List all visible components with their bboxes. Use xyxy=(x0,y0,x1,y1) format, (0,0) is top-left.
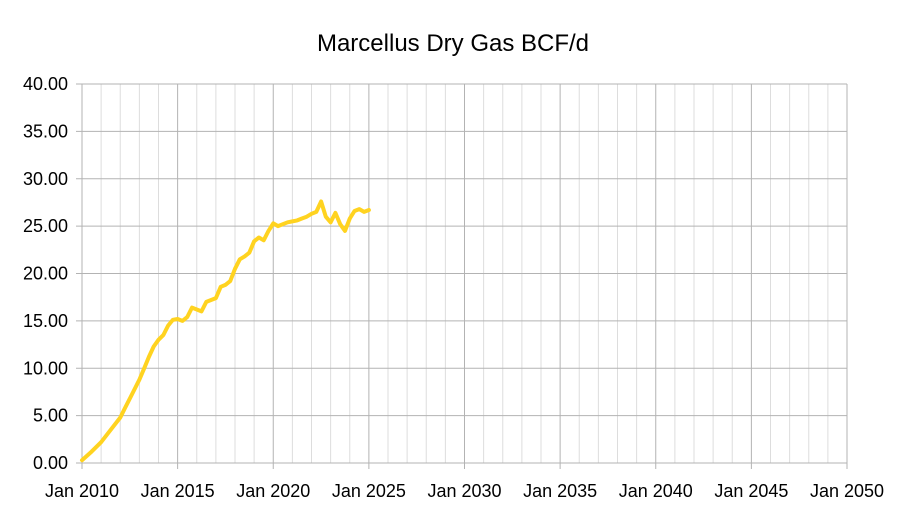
y-tick-label: 25.00 xyxy=(23,216,68,236)
y-tick-label: 0.00 xyxy=(33,453,68,473)
data-point xyxy=(262,238,266,242)
data-point xyxy=(343,229,347,233)
x-tick-label: Jan 2035 xyxy=(523,481,597,501)
data-point xyxy=(257,236,261,239)
data-point xyxy=(118,416,122,419)
data-point xyxy=(276,224,280,228)
x-tick-label: Jan 2015 xyxy=(141,481,215,501)
data-point xyxy=(333,211,337,215)
x-tick-label: Jan 2045 xyxy=(714,481,788,501)
data-point xyxy=(357,207,361,211)
y-tick-label: 35.00 xyxy=(23,121,68,141)
data-point xyxy=(314,210,318,214)
x-axis-ticks: Jan 2010 Jan 2015 Jan 2020 Jan 2025 Jan 2030… xyxy=(45,481,884,501)
data-point xyxy=(243,254,247,258)
data-point xyxy=(209,298,213,302)
data-point xyxy=(290,219,294,223)
data-point xyxy=(90,450,94,454)
data-point xyxy=(281,222,285,226)
data-point xyxy=(152,345,156,348)
data-point xyxy=(128,397,132,401)
data-point xyxy=(300,217,304,220)
data-point xyxy=(252,239,256,243)
data-point xyxy=(133,387,137,391)
data-point xyxy=(171,318,175,322)
data-point xyxy=(109,428,113,432)
data-point xyxy=(286,220,290,224)
y-axis-ticks: 0.00 5.00 10.00 15.00 20.00 25.00 30.00 35.00 40… xyxy=(23,74,68,473)
data-point xyxy=(176,317,180,321)
data-point xyxy=(271,221,275,225)
data-point xyxy=(190,306,194,310)
data-point xyxy=(204,300,208,304)
data-point xyxy=(166,324,170,328)
data-point xyxy=(142,366,146,370)
data-point xyxy=(80,458,84,462)
data-point xyxy=(123,406,127,410)
data-point xyxy=(180,319,184,323)
data-point xyxy=(310,212,313,216)
x-tick-label: Jan 2050 xyxy=(810,481,884,501)
y-tick-label: 15.00 xyxy=(23,311,68,331)
data-point xyxy=(233,267,237,271)
data-point xyxy=(228,279,232,283)
data-point xyxy=(367,208,371,212)
data-point xyxy=(295,218,299,222)
data-point xyxy=(219,285,223,289)
data-point xyxy=(238,257,242,261)
data-point xyxy=(185,315,189,319)
series-layer xyxy=(80,199,371,463)
data-point xyxy=(137,378,141,382)
series-line xyxy=(80,199,371,463)
y-tick-label: 5.00 xyxy=(33,406,68,426)
data-point xyxy=(319,200,323,203)
data-point xyxy=(157,338,160,342)
data-point xyxy=(362,210,366,214)
data-point xyxy=(214,296,218,300)
data-point xyxy=(348,217,352,220)
data-point xyxy=(329,220,333,224)
y-tick-label: 20.00 xyxy=(23,264,68,284)
x-tick-label: Jan 2025 xyxy=(332,481,406,501)
data-point xyxy=(353,209,356,213)
data-point xyxy=(267,229,270,233)
data-point xyxy=(338,222,342,226)
data-point xyxy=(223,283,227,287)
x-tick-label: Jan 2010 xyxy=(45,481,119,501)
data-point xyxy=(99,440,103,444)
x-tick-label: Jan 2030 xyxy=(427,481,501,501)
data-point xyxy=(247,251,251,255)
data-point xyxy=(195,308,199,311)
data-point xyxy=(147,355,151,359)
data-point xyxy=(305,215,309,219)
y-tick-label: 40.00 xyxy=(23,74,68,94)
data-point xyxy=(161,333,165,337)
grid xyxy=(76,83,848,469)
data-point xyxy=(324,215,328,219)
x-tick-label: Jan 2020 xyxy=(236,481,310,501)
chart-title: Marcellus Dry Gas BCF/d xyxy=(317,30,589,57)
y-tick-label: 10.00 xyxy=(23,358,68,378)
x-tick-label: Jan 2040 xyxy=(619,481,693,501)
data-point xyxy=(200,309,203,313)
y-tick-label: 30.00 xyxy=(23,169,68,189)
